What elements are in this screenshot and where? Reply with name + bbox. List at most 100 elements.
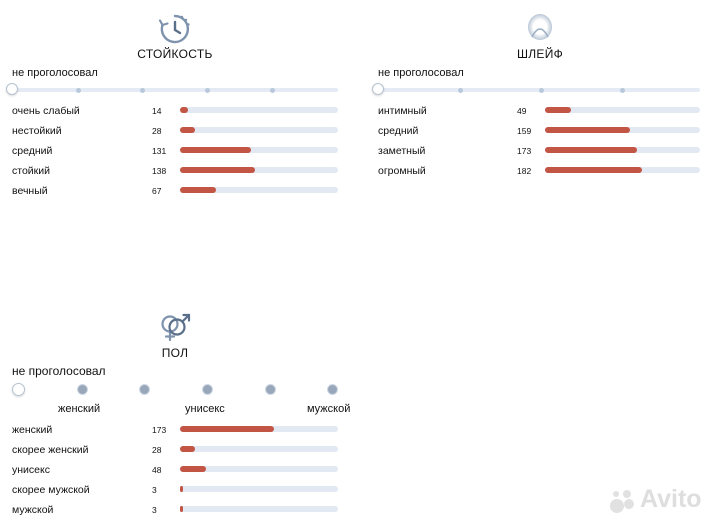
- result-bar-fill: [180, 107, 188, 113]
- result-count: 67: [152, 186, 162, 196]
- slider-step[interactable]: [76, 87, 81, 93]
- gender-step[interactable]: [77, 384, 88, 395]
- result-label: заметный: [378, 145, 426, 157]
- result-count: 28: [152, 126, 162, 136]
- gender-panel: ПОЛ не проголосовал женский унисекс мужс…: [0, 300, 360, 525]
- result-count: 138: [152, 166, 167, 176]
- sillage-result-row: средний 159: [378, 124, 700, 144]
- sillage-panel: ШЛЕЙФ не проголосовал интимный 49 средний 1…: [0, 0, 720, 240]
- result-bar-fill: [180, 127, 195, 133]
- result-bar-fill: [180, 466, 206, 472]
- result-bar-track: [545, 107, 700, 113]
- result-count: 131: [152, 146, 167, 156]
- result-bar-track: [545, 127, 700, 133]
- result-bar-fill: [545, 127, 630, 133]
- avito-watermark: Avito: [608, 485, 708, 515]
- sillage-slider[interactable]: [372, 83, 700, 95]
- result-bar-fill: [180, 426, 274, 432]
- result-bar-track: [180, 187, 338, 193]
- gender-title: ПОЛ: [161, 346, 189, 360]
- gender-step[interactable]: [139, 384, 150, 395]
- longevity-result-row: нестойкий 28: [12, 124, 338, 144]
- gender-result-row: унисекс 48: [12, 463, 338, 483]
- result-bar-track: [545, 147, 700, 153]
- gender-step[interactable]: [265, 384, 276, 395]
- result-label: стойкий: [12, 165, 50, 177]
- result-label: средний: [12, 145, 53, 157]
- longevity-title: СТОЙКОСТЬ: [137, 47, 213, 61]
- result-bar-fill: [180, 167, 255, 173]
- result-count: 173: [517, 146, 532, 156]
- gender-icon: [161, 313, 191, 342]
- result-bar-fill: [180, 187, 216, 193]
- gender-result-row: скорее женский 28: [12, 443, 338, 463]
- slider-step[interactable]: [620, 87, 625, 93]
- sillage-title: ШЛЕЙФ: [516, 47, 564, 61]
- result-label: средний: [378, 125, 419, 137]
- result-label: скорее мужской: [12, 484, 90, 496]
- result-label: скорее женский: [12, 444, 89, 456]
- slider-thumb[interactable]: [6, 83, 18, 95]
- result-bar-fill: [545, 107, 571, 113]
- result-count: 14: [152, 106, 162, 116]
- sillage-result-row: интимный 49: [378, 104, 700, 124]
- longevity-result-row: очень слабый 14: [12, 104, 338, 124]
- longevity-result-row: средний 131: [12, 144, 338, 164]
- clock-icon: [158, 14, 190, 44]
- result-count: 159: [517, 126, 532, 136]
- slider-thumb[interactable]: [372, 83, 384, 95]
- sillage-result-row: огромный 182: [378, 164, 700, 184]
- slider-step[interactable]: [205, 87, 210, 93]
- result-label: нестойкий: [12, 125, 62, 137]
- result-bar-track: [180, 506, 338, 512]
- result-bar-track: [180, 127, 338, 133]
- result-label: интимный: [378, 105, 427, 117]
- result-label: очень слабый: [12, 105, 80, 117]
- result-label: мужской: [12, 504, 54, 516]
- result-label: женский: [12, 424, 53, 436]
- slider-step[interactable]: [270, 87, 275, 93]
- slider-step[interactable]: [140, 87, 145, 93]
- gender-step[interactable]: [202, 384, 213, 395]
- gender-scale-center: унисекс: [185, 403, 225, 415]
- gender-scale-right: мужской: [307, 403, 351, 415]
- sillage-icon: [528, 14, 552, 40]
- gender-not-voted: не проголосовал: [12, 364, 106, 378]
- slider-step[interactable]: [458, 87, 463, 93]
- gender-slider-thumb[interactable]: [12, 383, 25, 396]
- slider-step[interactable]: [539, 87, 544, 93]
- result-bar-track: [180, 147, 338, 153]
- result-bar-fill: [545, 167, 642, 173]
- result-label: огромный: [378, 165, 426, 177]
- result-bar-track: [180, 107, 338, 113]
- result-bar-fill: [180, 506, 183, 512]
- gender-step[interactable]: [327, 384, 338, 395]
- longevity-panel: СТОЙКОСТЬ не проголосовал очень слабый 14…: [0, 0, 360, 240]
- gender-scale-left: женский: [58, 403, 101, 415]
- result-label: вечный: [12, 185, 48, 197]
- result-bar-track: [180, 167, 338, 173]
- sillage-result-row: заметный 173: [378, 144, 700, 164]
- result-bar-track: [180, 426, 338, 432]
- gender-result-row: мужской 3: [12, 503, 338, 523]
- avito-watermark-text: Avito: [640, 485, 702, 513]
- result-count: 182: [517, 166, 532, 176]
- result-bar-fill: [180, 147, 251, 153]
- result-count: 48: [152, 465, 162, 475]
- result-bar-fill: [545, 147, 637, 153]
- longevity-result-row: вечный 67: [12, 184, 338, 204]
- result-bar-fill: [180, 486, 183, 492]
- result-label: унисекс: [12, 464, 50, 476]
- result-bar-track: [545, 167, 700, 173]
- longevity-slider[interactable]: [6, 83, 338, 95]
- result-bar-track: [180, 486, 338, 492]
- result-bar-track: [180, 466, 338, 472]
- sillage-not-voted: не проголосовал: [378, 67, 464, 79]
- result-bar-fill: [180, 446, 195, 452]
- longevity-not-voted: не проголосовал: [12, 67, 98, 79]
- result-count: 28: [152, 445, 162, 455]
- gender-scale[interactable]: [0, 382, 360, 398]
- result-bar-track: [180, 446, 338, 452]
- result-count: 49: [517, 106, 527, 116]
- gender-result-row: скорее мужской 3: [12, 483, 338, 503]
